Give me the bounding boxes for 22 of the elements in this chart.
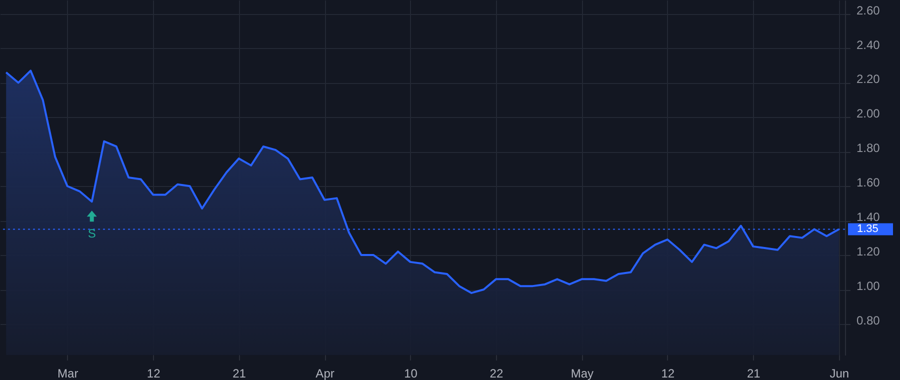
y-tick-label: 2.40 <box>856 38 880 52</box>
y-tick-label: 1.80 <box>856 141 880 156</box>
y-tick-label: 1.20 <box>856 244 880 259</box>
annotation: S <box>88 226 96 241</box>
x-tick-label: 12 <box>146 366 161 380</box>
x-tick-label: Apr <box>316 366 334 380</box>
x-tick-label: 21 <box>232 366 246 380</box>
x-tick-label: 10 <box>404 366 418 380</box>
y-tick-label: 2.20 <box>856 72 880 86</box>
y-tick-label: 2.60 <box>856 3 880 18</box>
x-tick-label: 21 <box>746 366 761 380</box>
y-tick-label: 1.40 <box>856 210 880 224</box>
y-tick-label: 0.80 <box>856 313 880 328</box>
x-tick-label: Jun <box>830 366 850 380</box>
x-tick-label: 12 <box>661 366 675 380</box>
x-tick-label: May <box>570 366 594 380</box>
y-tick-label: 2.00 <box>856 106 880 121</box>
y-tick-label: 1.60 <box>856 176 880 190</box>
x-tick-label: Mar <box>58 366 78 380</box>
ref-line-label: 1.35 <box>857 223 878 236</box>
y-tick-label: 1.00 <box>856 279 880 294</box>
x-tick-label: 22 <box>490 366 504 380</box>
